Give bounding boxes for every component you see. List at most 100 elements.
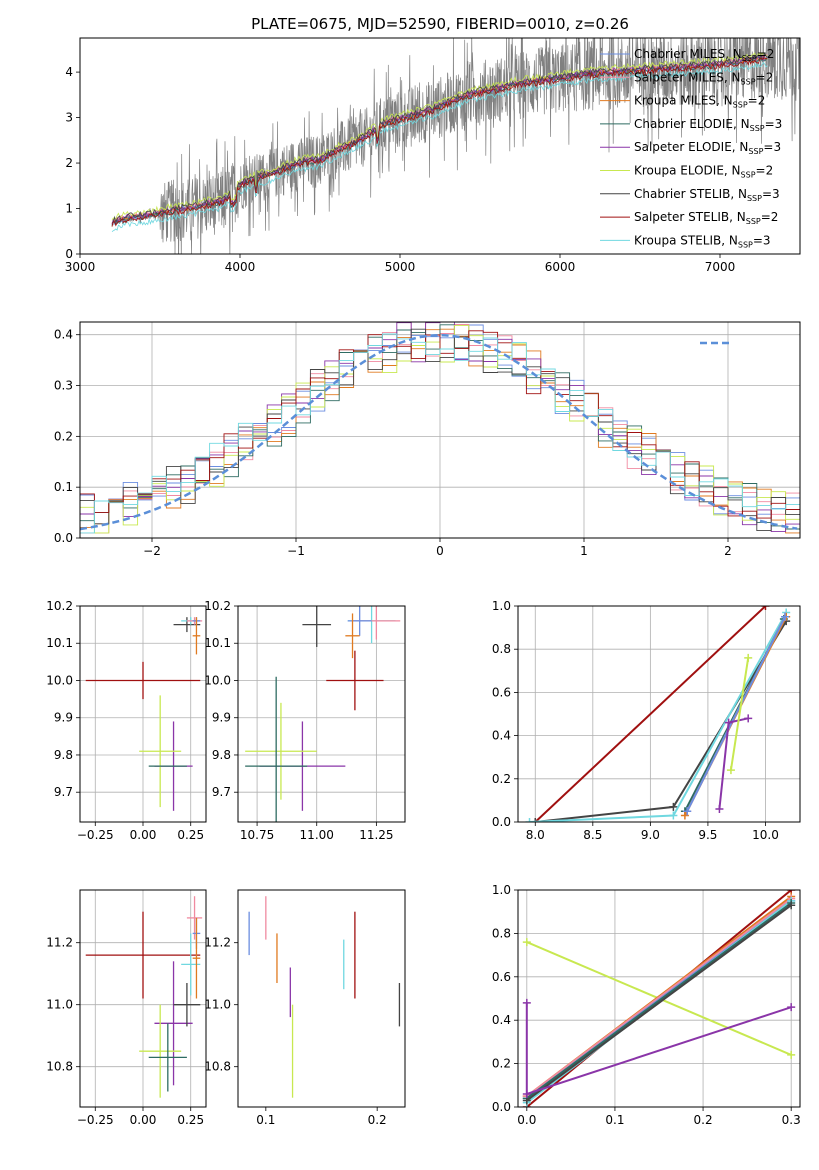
mass_vs_Z-xtick-label-2: 0.25 bbox=[177, 1113, 204, 1127]
legend-label-6: Chabrier STELIB, NSSP=3 bbox=[634, 187, 780, 203]
massweight_vs_Z-marker-0-0 bbox=[522, 938, 531, 947]
legend-nssp-value: =2 bbox=[761, 210, 779, 224]
massweight_vs_age-xtick-label-1: 8.5 bbox=[583, 828, 602, 842]
age_vs_mass-ytick-label-3: 10.0 bbox=[204, 673, 231, 687]
massweight_vs_age-line-7 bbox=[718, 717, 749, 810]
legend-subscript: SSP bbox=[742, 54, 757, 63]
spectrum-xtick-label-0: 3000 bbox=[65, 260, 96, 274]
mass_vs_Z-frame bbox=[79, 889, 207, 1108]
age_vs_mass-ytick-label-2: 9.9 bbox=[212, 711, 231, 725]
age_vs_Z-xtick-label-1: 0.00 bbox=[130, 828, 157, 842]
age_vs_mass-point-7 bbox=[347, 606, 372, 636]
mass_vs_Z-plot-area bbox=[85, 896, 203, 1098]
legend-label-0: Chabrier MILES, NSSP=2 bbox=[634, 47, 774, 63]
age_vs_mass-plot-area bbox=[245, 606, 401, 822]
age_vs_mass-ytick-label-1: 9.8 bbox=[212, 748, 231, 762]
age_vs_mass-xtick-label-0: 10.75 bbox=[240, 828, 274, 842]
massweight_vs_age-marker-4-0 bbox=[680, 811, 689, 820]
massweight_vs_age-ytick-label-3: 0.6 bbox=[492, 685, 511, 699]
residuals-ytick-label-2: 0.2 bbox=[54, 429, 73, 443]
residuals-ytick-label-0: 0.0 bbox=[54, 531, 73, 545]
residuals-ytick-label-3: 0.3 bbox=[54, 379, 73, 393]
age_vs_mass-ytick-label-0: 9.7 bbox=[212, 785, 231, 799]
age_vs_Z-ytick-label-1: 9.8 bbox=[54, 748, 73, 762]
massweight_vs_age-marker-7-1 bbox=[724, 718, 733, 727]
massweight_vs_Z-xtick-label-1: 0.1 bbox=[605, 1113, 624, 1127]
mass_vs_Z-xtick-label-1: 0.00 bbox=[130, 1113, 157, 1127]
massweight_vs_age-marker-7-0 bbox=[715, 805, 724, 814]
massweight_vs_age-frame bbox=[517, 605, 801, 823]
massweight_vs_age-axes: 8.0 8.5 9.0 9.5 10.0 0.0 0.2 0.4 0.6 0.8 1.0 bbox=[492, 599, 801, 842]
legend-label-8: Kroupa STELIB, NSSP=3 bbox=[634, 233, 771, 249]
mass_vs_EBV-frame bbox=[237, 889, 406, 1108]
massweight_vs_Z-ytick-label-1: 0.2 bbox=[492, 1057, 511, 1071]
legend-nssp-value: =2 bbox=[756, 70, 774, 84]
massweight_vs_Z-ytick-label-0: 0.0 bbox=[492, 1100, 511, 1114]
mass_vs_EBV-ytick-label-2: 11.2 bbox=[204, 936, 231, 950]
spectrum-ytick-label-2: 2 bbox=[65, 156, 73, 170]
mass_vs_EBV-xtick-label-1: 0.2 bbox=[368, 1113, 387, 1127]
age_vs_Z-point-2 bbox=[139, 695, 182, 808]
legend-label-2: Kroupa MILES, NSSP=2 bbox=[634, 94, 765, 110]
model-spectrum-salpeter-stelib bbox=[111, 57, 768, 227]
mass_vs_Z-point-0 bbox=[85, 911, 201, 999]
massweight_vs_Z-xtick-label-3: 0.3 bbox=[782, 1113, 801, 1127]
age_vs_Z-axes: −0.25 0.00 0.25 9.7 9.8 9.9 10.0 10.1 10.2 bbox=[46, 599, 207, 842]
mass_vs_Z-point-8 bbox=[192, 917, 201, 999]
spectrum-ytick-label-0: 0 bbox=[65, 247, 73, 261]
age_vs_Z-point-8 bbox=[192, 617, 201, 655]
legend-label-1: Salpeter MILES, NSSP=2 bbox=[634, 70, 773, 86]
residuals-frame bbox=[79, 321, 801, 539]
age_vs_mass-xtick-label-1: 11.00 bbox=[300, 828, 334, 842]
plots-layer: 3000 4000 5000 6000 7000 0 1 2 3 4 Chabrier MILES,… bbox=[46, 37, 801, 1127]
massweight_vs_Z-marker-8-1 bbox=[522, 1089, 531, 1098]
mass_vs_Z-xtick-label-0: −0.25 bbox=[77, 1113, 114, 1127]
massweight_vs_Z-marker-0-1 bbox=[787, 1050, 796, 1059]
legend-nssp-value: =2 bbox=[756, 164, 774, 178]
age_vs_mass-point-8 bbox=[345, 613, 360, 659]
mass_vs_EBV-axes: 0.1 0.2 10.8 11.0 11.2 bbox=[204, 889, 406, 1127]
legend-subscript: SSP bbox=[746, 217, 761, 226]
mass_vs_EBV-ytick-label-1: 11.0 bbox=[204, 998, 231, 1012]
mass_vs_Z-ytick-label-0: 10.8 bbox=[46, 1060, 73, 1074]
massweight_vs_Z-marker-8-0 bbox=[522, 998, 531, 1007]
massweight_vs_age-line-6 bbox=[686, 616, 786, 812]
mass_vs_Z-point-6 bbox=[186, 896, 203, 940]
mass_vs_EBV-ytick-label-0: 10.8 bbox=[204, 1060, 231, 1074]
normal-distribution-curve bbox=[80, 333, 798, 531]
spectrum-ytick-label-3: 3 bbox=[65, 111, 73, 125]
residuals-xtick-label-0: −2 bbox=[143, 544, 161, 558]
residual-histogram-kroupa-stelib bbox=[80, 333, 800, 534]
massweight_vs_age-marker-1-1 bbox=[669, 802, 678, 811]
massweight_vs_age-ytick-label-0: 0.0 bbox=[492, 815, 511, 829]
age_vs_Z-point-0 bbox=[85, 661, 201, 700]
mass_vs_Z-point-2 bbox=[139, 1004, 182, 1098]
age_vs_Z-ytick-label-3: 10.0 bbox=[46, 673, 73, 687]
legend-nssp-value: =3 bbox=[765, 117, 783, 131]
figure-title: PLATE=0675, MJD=52590, FIBERID=0010, z=0… bbox=[251, 15, 629, 33]
spectrum-ytick-label-4: 4 bbox=[65, 65, 73, 79]
age_vs_Z-ytick-label-5: 10.2 bbox=[46, 599, 73, 613]
massweight_vs_Z-axes: 0.0 0.1 0.2 0.3 0.0 0.2 0.4 0.6 0.8 1.0 bbox=[492, 883, 801, 1127]
age_vs_mass-axes: 10.75 11.00 11.25 9.7 9.8 9.9 10.0 10.1 10.2 bbox=[204, 599, 406, 842]
massweight_vs_age-xtick-label-2: 9.0 bbox=[641, 828, 660, 842]
mass_vs_Z-axes: −0.25 0.00 0.25 10.8 11.0 11.2 bbox=[46, 889, 207, 1127]
age_vs_Z-xtick-label-2: 0.25 bbox=[177, 828, 204, 842]
age_vs_Z-ytick-label-4: 10.1 bbox=[46, 636, 73, 650]
massweight_vs_Z-ytick-label-5: 1.0 bbox=[492, 883, 511, 897]
age_vs_mass-xtick-label-2: 11.25 bbox=[359, 828, 393, 842]
legend-nssp-value: =3 bbox=[763, 140, 781, 154]
mass_vs_EBV-xtick-label-0: 0.1 bbox=[256, 1113, 275, 1127]
massweight_vs_Z-ytick-label-2: 0.4 bbox=[492, 1013, 511, 1027]
model-spectrum-kroupa-elodie bbox=[111, 51, 768, 221]
massweight_vs_Z-line-8 bbox=[525, 1002, 792, 1096]
legend-subscript: SSP bbox=[741, 171, 756, 180]
residuals-xtick-label-3: 1 bbox=[580, 544, 588, 558]
legend-label-4: Salpeter ELODIE, NSSP=3 bbox=[634, 140, 781, 156]
legend-label-7: Salpeter STELIB, NSSP=2 bbox=[634, 210, 778, 226]
massweight_vs_Z-plot-area bbox=[522, 890, 796, 1107]
legend-subscript: SSP bbox=[748, 147, 763, 156]
age_vs_mass-point-4 bbox=[302, 606, 332, 647]
massweight_vs_Z-ytick-label-4: 0.8 bbox=[492, 926, 511, 940]
